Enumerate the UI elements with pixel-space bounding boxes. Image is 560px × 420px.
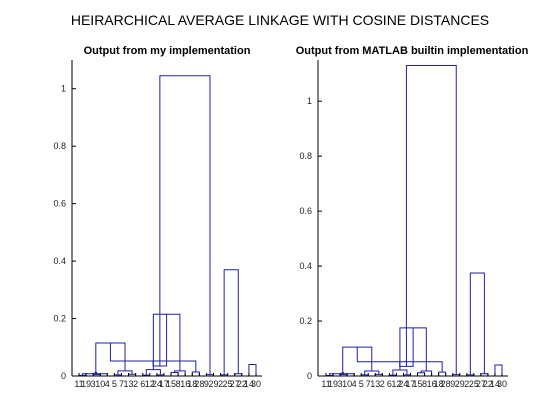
- right-y-tick-label-3: 0.6: [299, 206, 312, 216]
- left-panel-title: Output from my implementation: [84, 45, 251, 57]
- right-leaf-label-25: 30: [497, 379, 507, 389]
- left-y-tick-label-4: 0.8: [53, 141, 66, 151]
- left-link-8: [94, 372, 98, 375]
- left-leaf-label-6: 7: [119, 379, 124, 389]
- right-link-20: [399, 327, 414, 367]
- left-link-21: [248, 364, 257, 376]
- left-dendrogram-panel: Output from my implementation 0 0.2 0.4 0.6…: [53, 45, 262, 389]
- left-y-tick-label-0: 0: [61, 371, 66, 381]
- left-leaf-label-3: 10: [95, 379, 105, 389]
- right-y-tick-label-1: 0.2: [299, 316, 312, 326]
- right-leaf-label-19: 29: [455, 379, 465, 389]
- right-leaf-label-9: 6: [387, 379, 392, 389]
- right-leaf-label-21: 25: [469, 379, 479, 389]
- left-leaf-label-13: 15: [166, 379, 176, 389]
- right-leaf-label-13: 15: [413, 379, 423, 389]
- right-y-axis: 0 0.2 0.4 0.6 0.8 1: [299, 60, 322, 381]
- right-leaf-label-23: 22: [483, 379, 493, 389]
- right-leaf-label-8: 2: [380, 379, 385, 389]
- left-leaf-label-5: 5: [112, 379, 117, 389]
- left-leaf-label-2: 3: [91, 379, 96, 389]
- right-link-21: [494, 364, 503, 376]
- left-leaf-label-20: 2: [218, 379, 223, 389]
- right-y-tick-label-4: 0.8: [299, 151, 312, 161]
- left-y-tick-label-3: 0.6: [53, 199, 66, 209]
- right-y-tick-label-5: 1: [307, 96, 312, 106]
- right-leaf-label-3: 10: [342, 379, 352, 389]
- left-leaf-label-8: 2: [133, 379, 138, 389]
- left-leaf-label-18: 9: [204, 379, 209, 389]
- right-leaf-label-5: 5: [359, 379, 364, 389]
- right-link-9: [364, 370, 380, 375]
- left-leaf-label-1: 19: [81, 379, 91, 389]
- right-leaf-label-24: 14: [490, 379, 500, 389]
- right-leaf-label-17: 28: [441, 379, 451, 389]
- right-leaf-label-6: 7: [366, 379, 371, 389]
- right-link-22: [469, 272, 485, 375]
- left-link-23: [159, 75, 211, 375]
- left-leaf-label-9: 6: [140, 379, 145, 389]
- right-y-tick-label-2: 0.4: [299, 261, 312, 271]
- right-leaf-label-2: 3: [338, 379, 343, 389]
- left-y-tick-label-2: 0.4: [53, 256, 66, 266]
- right-leaf-label-4: 4: [352, 379, 357, 389]
- right-leaf-label-20: 2: [464, 379, 469, 389]
- left-leaf-label-15: 16: [180, 379, 190, 389]
- right-dendrogram-panel: Output from MATLAB builtin implementatio…: [296, 45, 529, 389]
- right-leaf-label-7: 13: [370, 379, 380, 389]
- left-leaf-label-14: 8: [176, 379, 181, 389]
- left-leaf-label-21: 25: [223, 379, 233, 389]
- left-leaf-label-25: 30: [251, 379, 261, 389]
- right-link-10: [392, 369, 408, 376]
- right-leaf-label-1: 19: [328, 379, 338, 389]
- left-leaf-label-11: 24: [152, 379, 162, 389]
- right-leaf-label-11: 24: [398, 379, 408, 389]
- left-link-22: [223, 269, 239, 375]
- right-leaf-label-0: 11: [321, 379, 330, 389]
- left-y-axis: 0 0.2 0.4 0.6 0.8 1: [53, 60, 76, 381]
- left-leaf-label-4: 4: [105, 379, 110, 389]
- right-link-17: [399, 327, 427, 372]
- figure-title: HEIRARCHICAL AVERAGE LINKAGE WITH COSINE…: [71, 12, 489, 28]
- right-leaf-label-15: 16: [427, 379, 437, 389]
- right-leaf-label-10: 12: [391, 379, 401, 389]
- left-leaf-label-17: 28: [194, 379, 204, 389]
- right-leaf-label-22: 27: [476, 379, 486, 389]
- left-leaf-label-22: 27: [230, 379, 240, 389]
- right-leaf-label-12: 17: [405, 379, 415, 389]
- right-leaf-label-16: 18: [434, 379, 444, 389]
- left-leaf-label-19: 29: [209, 379, 219, 389]
- right-link-8: [341, 372, 345, 375]
- left-leaf-label-0: 11: [74, 379, 83, 389]
- right-leaf-label-18: 9: [450, 379, 455, 389]
- left-leaf-label-12: 17: [159, 379, 169, 389]
- left-leaf-label-16: 18: [187, 379, 197, 389]
- left-leaf-label-10: 12: [145, 379, 155, 389]
- left-y-tick-label-1: 0.2: [53, 314, 66, 324]
- left-leaf-label-23: 22: [237, 379, 247, 389]
- right-link-23: [405, 64, 457, 375]
- right-panel-title: Output from MATLAB builtin implementatio…: [296, 45, 529, 57]
- left-y-tick-label-5: 1: [61, 84, 66, 94]
- right-leaf-label-14: 8: [422, 379, 427, 389]
- left-link-17: [152, 313, 181, 371]
- left-leaf-label-24: 14: [244, 379, 254, 389]
- right-y-tick-label-0: 0: [307, 371, 312, 381]
- left-leaf-label-7: 13: [124, 379, 134, 389]
